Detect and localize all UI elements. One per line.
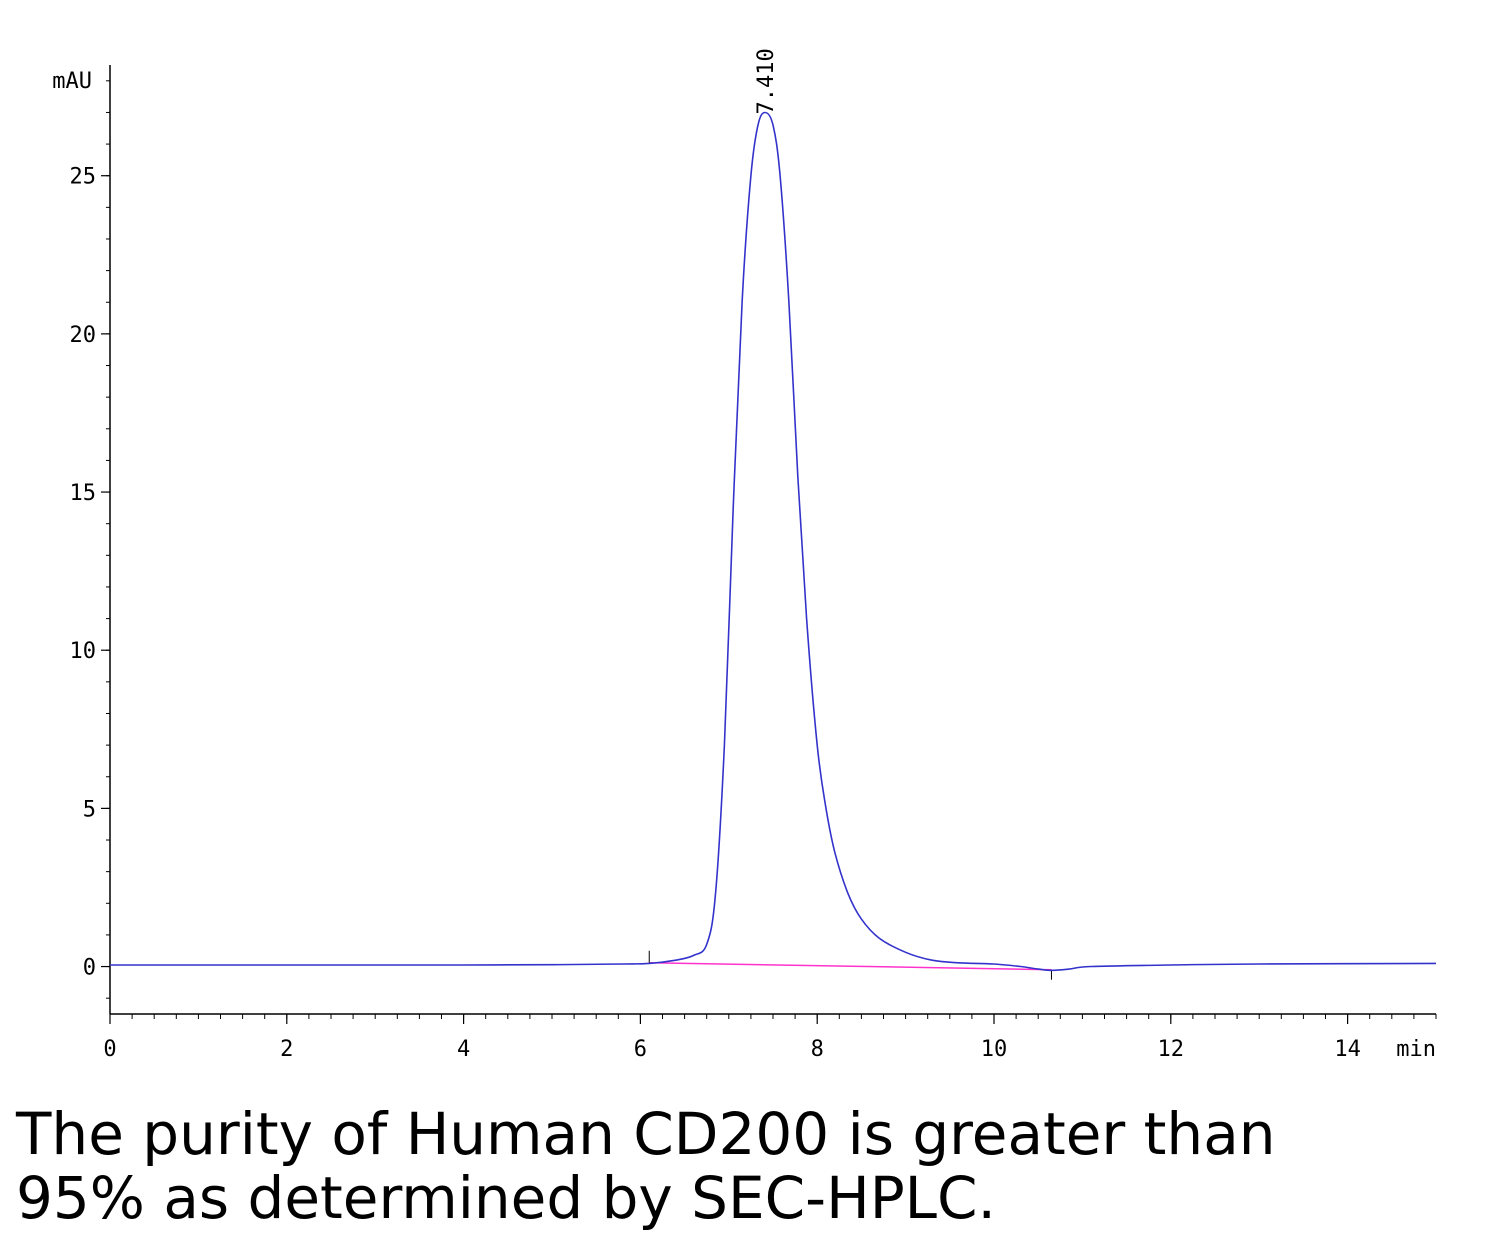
x-tick-label: 14 — [1334, 1037, 1361, 1062]
figure-caption: The purity of Human CD200 is greater tha… — [16, 1102, 1476, 1230]
chromatogram-chart: 0 5 10 15 20 25 0 2 4 6 8 10 12 14 mAU min 7.410 — [52, 48, 1437, 1062]
x-tick-label: 0 — [103, 1037, 116, 1062]
x-axis-label: min — [1396, 1037, 1436, 1062]
peak-annotation: 7.410 — [754, 48, 779, 114]
x-tick-label: 4 — [457, 1037, 470, 1062]
y-tick-label: 10 — [70, 639, 97, 664]
y-tick-label: 25 — [70, 165, 97, 190]
y-tick-label: 15 — [70, 481, 97, 506]
y-tick-label: 0 — [83, 956, 96, 981]
caption-line-2: 95% as determined by SEC-HPLC. — [16, 1164, 996, 1232]
x-tick-label: 6 — [634, 1037, 647, 1062]
y-tick-label: 5 — [83, 797, 96, 822]
x-tick-label: 12 — [1158, 1037, 1185, 1062]
y-tick-label: 20 — [70, 323, 97, 348]
y-axis-label: mAU — [52, 69, 92, 94]
chromatogram-svg: 0 5 10 15 20 25 0 2 4 6 8 10 12 14 mAU min 7.410 — [52, 48, 1437, 1062]
caption-line-1: The purity of Human CD200 is greater tha… — [16, 1100, 1276, 1168]
integration-baseline — [649, 962, 1052, 971]
x-tick-label: 8 — [811, 1037, 824, 1062]
x-tick-label: 2 — [280, 1037, 293, 1062]
chromatogram-trace — [110, 111, 1437, 972]
x-tick-label: 10 — [981, 1037, 1008, 1062]
